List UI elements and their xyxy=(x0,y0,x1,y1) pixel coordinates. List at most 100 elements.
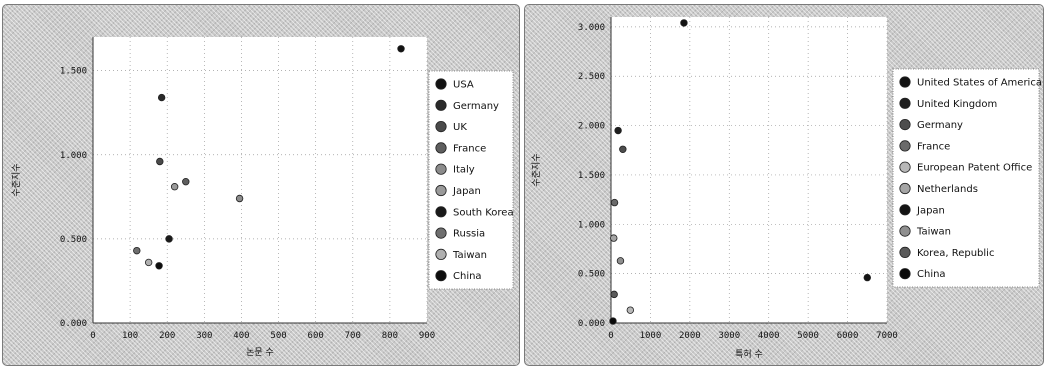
x-tick-label: 800 xyxy=(382,331,398,341)
data-point-china xyxy=(609,317,617,325)
scatter-chart-patents: 0 1000 2000 3000 4000 5000 6000 7000 0.000 0.500 1… xyxy=(531,17,1042,360)
legend-label: Italy xyxy=(453,165,475,176)
x-tick-label: 400 xyxy=(233,331,249,341)
legend-label: Korea, Republic xyxy=(917,248,994,259)
x-axis-label: 특허 수 xyxy=(735,349,763,360)
legend-label: European Patent Office xyxy=(917,163,1032,174)
data-point-united-kingdom xyxy=(614,126,622,135)
x-tick-label: 600 xyxy=(308,331,324,341)
legend-marker xyxy=(435,163,447,175)
legend-label: Germany xyxy=(453,101,499,112)
data-point-united-states-of-america xyxy=(680,19,688,27)
legend-label: France xyxy=(453,143,486,154)
legend-marker xyxy=(899,246,911,258)
x-tick-label: 0 xyxy=(90,331,95,341)
data-point-taiwan xyxy=(144,258,153,267)
y-tick-label: 1.000 xyxy=(60,151,87,161)
legend-marker xyxy=(899,225,911,237)
legend-label: South Korea xyxy=(453,207,514,218)
legend-label: Russia xyxy=(453,229,485,240)
data-point-germany xyxy=(619,145,627,153)
y-tick-label: 0.500 xyxy=(578,270,605,280)
data-point-china xyxy=(155,262,163,270)
chart-panel-papers: 0 100 200 300 400 500 600 700 800 900 0.000 0.500 1.… xyxy=(2,4,520,366)
legend-label: Taiwan xyxy=(452,250,487,261)
data-point-netherlands xyxy=(610,234,618,242)
y-tick-label: 3.000 xyxy=(578,23,605,33)
legend-marker xyxy=(899,119,911,131)
x-tick-label: 100 xyxy=(122,331,138,341)
y-tick-label: 0.000 xyxy=(578,319,605,329)
data-point-france xyxy=(182,177,190,186)
data-point-germany xyxy=(157,93,166,102)
legend-marker xyxy=(435,121,447,133)
y-tick-label: 1.500 xyxy=(60,67,87,77)
y-tick-label: 1.500 xyxy=(578,171,605,181)
data-point-uk xyxy=(156,157,164,166)
x-axis-label: 논문 수 xyxy=(246,347,274,358)
x-tick-label: 700 xyxy=(345,331,361,341)
legend-marker xyxy=(435,184,447,197)
data-point-european-patent-office xyxy=(626,306,635,314)
legend-marker xyxy=(899,140,911,152)
legend-marker xyxy=(435,99,447,111)
y-tick-label: 0.500 xyxy=(60,235,87,245)
data-point-france xyxy=(610,198,619,207)
y-tick-label: 0.000 xyxy=(60,319,87,329)
x-tick-label: 1000 xyxy=(640,331,662,341)
data-point-japan xyxy=(863,273,871,282)
legend-marker xyxy=(435,78,447,90)
legend-marker xyxy=(899,161,911,173)
x-tick-label: 4000 xyxy=(758,331,780,341)
legend-label: Japan xyxy=(452,186,481,197)
legend-marker xyxy=(435,270,447,282)
legend xyxy=(892,68,1040,288)
legend-marker xyxy=(899,268,911,280)
legend-label: Japan xyxy=(916,205,945,216)
legend-label: Germany xyxy=(917,120,963,131)
legend-label: United States of America xyxy=(917,78,1042,89)
legend-label: China xyxy=(453,271,482,282)
data-point-south-korea xyxy=(165,235,173,243)
legend-marker xyxy=(435,227,447,239)
legend-label: United Kingdom xyxy=(917,99,997,110)
plot-area xyxy=(93,37,427,323)
data-point-japan xyxy=(170,183,179,191)
chart-panel-patents: 0 1000 2000 3000 4000 5000 6000 7000 0.000 0.500 1… xyxy=(524,4,1044,366)
legend-label: Netherlands xyxy=(917,184,978,195)
legend-label: China xyxy=(917,269,946,280)
x-tick-label: 500 xyxy=(270,331,286,341)
legend-marker xyxy=(435,248,447,260)
data-point-korea-republic xyxy=(610,290,618,299)
data-point-russia xyxy=(133,246,141,255)
legend-marker xyxy=(899,76,911,88)
legend-label: Taiwan xyxy=(916,227,951,238)
x-tick-label: 200 xyxy=(159,331,175,341)
legend-marker xyxy=(899,204,911,216)
scatter-chart-papers: 0 100 200 300 400 500 600 700 800 900 0.000 0.500 1.… xyxy=(11,37,514,358)
x-tick-label: 3000 xyxy=(718,331,740,341)
legend-marker xyxy=(899,97,911,109)
plot-area xyxy=(611,17,887,323)
y-tick-label: 2.500 xyxy=(578,72,605,82)
y-tick-label: 1.000 xyxy=(578,220,605,230)
x-tick-label: 5000 xyxy=(797,331,819,341)
legend-label: UK xyxy=(453,122,467,133)
legend-marker xyxy=(435,142,447,154)
x-tick-label: 0 xyxy=(608,331,613,341)
y-axis-label: 수준지수 xyxy=(11,163,22,196)
x-tick-label: 7000 xyxy=(876,331,898,341)
y-tick-label: 2.000 xyxy=(578,122,605,132)
data-point-taiwan xyxy=(616,257,625,265)
y-axis-label: 수준지수 xyxy=(531,153,542,186)
x-tick-label: 6000 xyxy=(837,331,859,341)
legend-marker xyxy=(435,206,447,218)
legend-marker xyxy=(899,182,911,195)
data-point-italy xyxy=(235,194,244,203)
x-tick-label: 300 xyxy=(196,331,212,341)
x-tick-label: 2000 xyxy=(679,331,701,341)
legend-label: France xyxy=(917,141,950,152)
data-point-usa xyxy=(397,45,405,53)
x-tick-label: 900 xyxy=(419,331,435,341)
legend-label: USA xyxy=(453,80,474,91)
